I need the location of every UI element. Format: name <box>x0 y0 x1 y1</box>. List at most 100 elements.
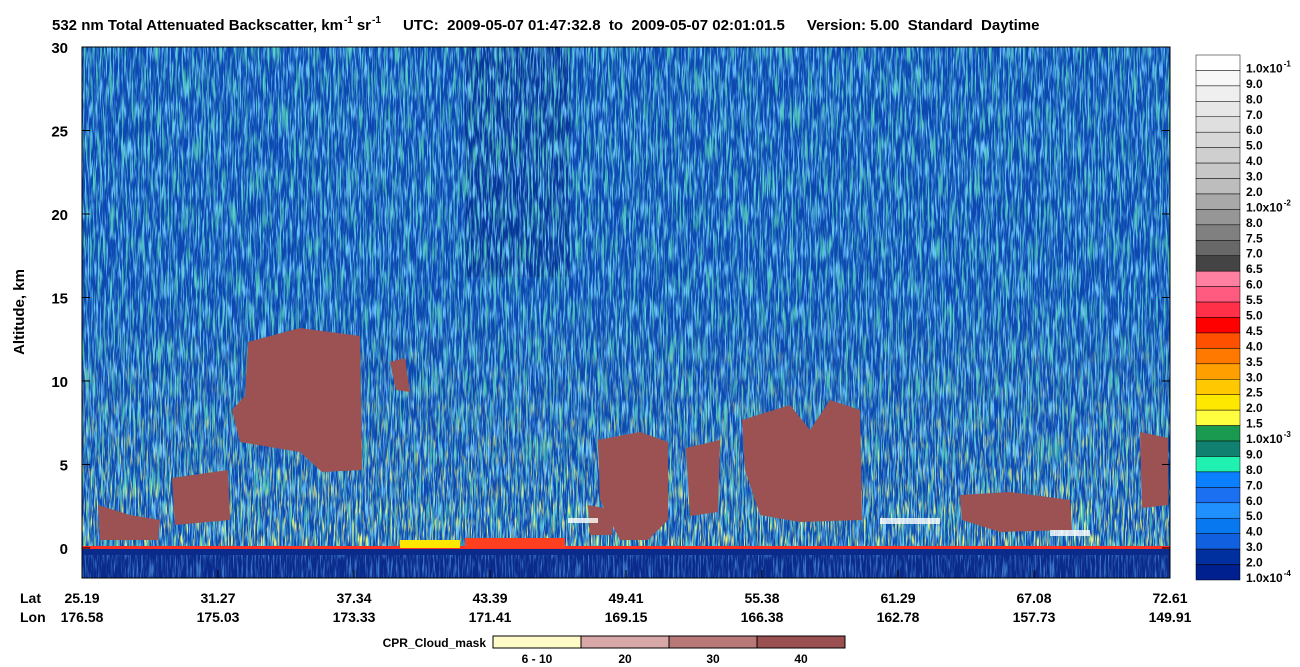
y-tick-label: 20 <box>51 207 68 224</box>
colorbar-cell <box>1195 116 1241 133</box>
title-text: 532 nm Total Attenuated Backscatter, km <box>52 17 343 34</box>
x-row-label: Lat <box>20 590 41 606</box>
colorbar-cell <box>1195 456 1241 473</box>
axes: 0 5 10 15 20 25 30 Lat 25.19 31.27 37.34 43.39 49.41… <box>20 40 1192 625</box>
y-tick-label: 30 <box>51 40 68 57</box>
colorbar-cell <box>1195 348 1241 365</box>
colorbar-cell <box>1195 548 1241 565</box>
colorbar-cell <box>1195 301 1241 318</box>
colorbar-label: 9.0 <box>1246 447 1263 461</box>
x-tick-label: 149.91 <box>1149 609 1192 625</box>
colorbar-label-exp: -1 <box>1284 59 1292 68</box>
title-text: Version: 5.00 Standard Daytime <box>807 17 1040 34</box>
colorbar-cell <box>1195 224 1241 241</box>
colorbar-label: 1.0x10 <box>1246 61 1283 75</box>
colorbar-cell <box>1195 533 1241 550</box>
colorbar-label: 7.5 <box>1246 231 1263 245</box>
colorbar-label: 2.0 <box>1246 401 1263 415</box>
x-tick-label: 31.27 <box>200 590 235 606</box>
colorbar-cell <box>1195 317 1241 334</box>
colorbar-cell <box>1195 487 1241 504</box>
colorbar-cell <box>1195 193 1241 210</box>
colorbar-label: 6.0 <box>1246 278 1263 292</box>
legend-swatch <box>580 635 670 649</box>
x-tick-label: 43.39 <box>472 590 507 606</box>
colorbar-label: 5.0 <box>1246 509 1263 523</box>
colorbar-label: 6.5 <box>1246 262 1263 276</box>
legend-swatch <box>492 635 582 649</box>
x-tick-label: 169.15 <box>605 609 648 625</box>
legend-label: 20 <box>618 652 632 666</box>
title-text: UTC: 2009-05-07 01:47:32.8 to 2009-05-07… <box>403 17 785 34</box>
y-tick-label: 25 <box>51 123 68 140</box>
x-row-label: Lon <box>20 609 46 625</box>
y-tick-label: 10 <box>51 374 68 391</box>
cloud-mask-legend: CPR_Cloud_mask 6 - 10 20 30 40 <box>383 635 846 666</box>
x-tick-label: 173.33 <box>333 609 376 625</box>
x-tick-label: 166.38 <box>741 609 784 625</box>
colorbar-label: 3.0 <box>1246 540 1263 554</box>
legend-swatch <box>756 635 846 649</box>
colorbar-cell <box>1195 332 1241 349</box>
colorbar-cell <box>1195 240 1241 256</box>
colorbar-cell <box>1195 425 1241 442</box>
colorbar-label: 7.0 <box>1246 247 1263 261</box>
colorbar-label: 8.0 <box>1246 92 1263 106</box>
colorbar-label: 4.0 <box>1246 525 1263 539</box>
colorbar-label: 1.0x10 <box>1246 432 1283 446</box>
colorbar-cell <box>1195 502 1241 519</box>
colorbar-cell <box>1195 147 1241 164</box>
x-tick-label: 157.73 <box>1013 609 1056 625</box>
x-tick-label: 67.08 <box>1016 590 1051 606</box>
colorbar-label: 5.5 <box>1246 293 1263 307</box>
x-tick-label: 49.41 <box>608 590 643 606</box>
title-text: sr <box>357 17 371 34</box>
legend-swatch <box>668 635 758 649</box>
colorbar-label: 2.0 <box>1246 556 1263 570</box>
colorbar-cell <box>1195 270 1241 287</box>
colorbar-label: 1.5 <box>1246 417 1263 431</box>
colorbar-label: 5.0 <box>1246 139 1263 153</box>
colorbar-cell <box>1195 286 1241 303</box>
colorbar-cell <box>1195 564 1241 581</box>
colorbar-cell <box>1195 209 1241 226</box>
legend-label: 40 <box>794 652 808 666</box>
colorbar-cell <box>1195 101 1241 118</box>
x-tick-label: 37.34 <box>336 590 371 606</box>
legend-title: CPR_Cloud_mask <box>383 636 487 650</box>
x-tick-label: 175.03 <box>197 609 240 625</box>
title-text: -1 <box>372 15 381 26</box>
backscatter-image <box>82 47 1170 578</box>
colorbar-label-exp: -3 <box>1284 430 1292 439</box>
colorbar-label: 7.0 <box>1246 478 1263 492</box>
colorbar-cell <box>1195 178 1241 195</box>
colorbar-label: 3.0 <box>1246 170 1263 184</box>
colorbar-cell <box>1195 440 1241 457</box>
colorbar-cell <box>1195 409 1241 426</box>
colorbar-cell <box>1195 471 1241 488</box>
colorbar-label: 4.0 <box>1246 154 1263 168</box>
x-tick-label: 61.29 <box>880 590 915 606</box>
colorbar-label: 8.0 <box>1246 216 1263 230</box>
colorbar-cell <box>1195 131 1241 148</box>
colorbar-cell <box>1195 394 1241 411</box>
y-tick-label: 5 <box>60 457 68 474</box>
x-tick-label: 25.19 <box>64 590 99 606</box>
colorbar-label: 3.0 <box>1246 370 1263 384</box>
x-tick-label: 162.78 <box>877 609 920 625</box>
y-axis-label: Altitude, km <box>11 269 28 355</box>
colorbar-label: 2.5 <box>1246 386 1263 400</box>
y-tick-label: 15 <box>51 290 68 307</box>
colorbar-cell <box>1195 54 1241 71</box>
legend-label: 6 - 10 <box>522 652 553 666</box>
colorbar-cell <box>1195 70 1241 87</box>
legend-label: 30 <box>706 652 720 666</box>
colorbar-label: 7.0 <box>1246 108 1263 122</box>
colorbar-label-exp: -2 <box>1284 198 1292 207</box>
colorbar-label: 6.0 <box>1246 123 1263 137</box>
colorbar: 1.0x10 -19.08.07.06.05.04.03.02.01.0x10 -2… <box>1195 54 1292 585</box>
x-tick-label: 171.41 <box>469 609 512 625</box>
colorbar-label: 9.0 <box>1246 77 1263 91</box>
colorbar-cell <box>1195 517 1241 534</box>
